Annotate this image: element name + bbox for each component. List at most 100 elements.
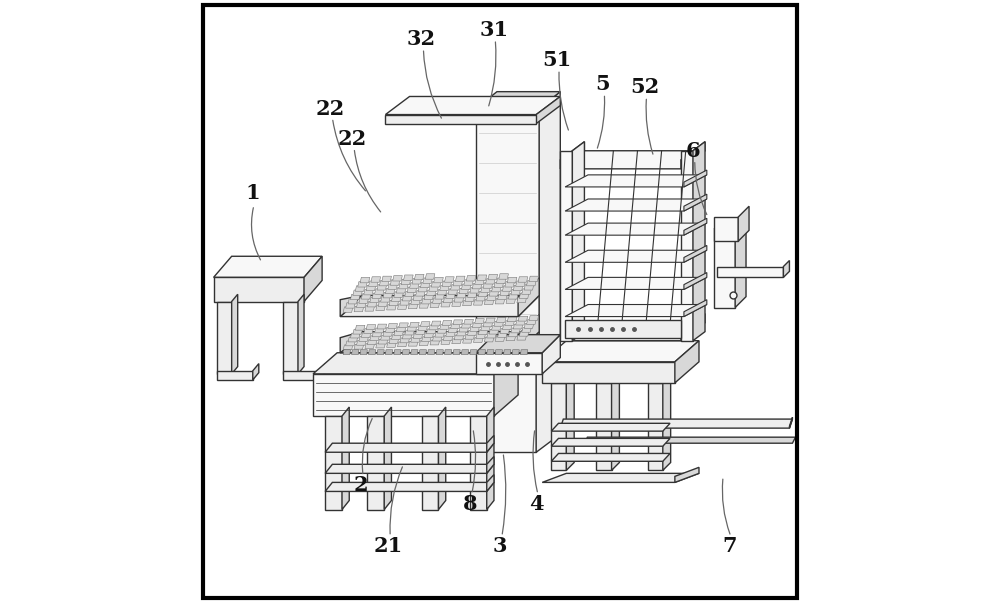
Polygon shape (476, 353, 542, 374)
Polygon shape (560, 151, 572, 341)
Polygon shape (506, 336, 516, 341)
Polygon shape (502, 324, 512, 329)
Polygon shape (393, 276, 402, 281)
Polygon shape (560, 419, 792, 428)
Polygon shape (422, 416, 438, 510)
Polygon shape (551, 453, 670, 461)
Polygon shape (340, 332, 361, 353)
Polygon shape (453, 280, 463, 286)
Polygon shape (487, 407, 494, 510)
Polygon shape (470, 288, 479, 293)
Polygon shape (446, 293, 455, 298)
Polygon shape (451, 324, 460, 329)
Polygon shape (419, 350, 426, 355)
Polygon shape (454, 297, 464, 302)
Polygon shape (494, 353, 518, 416)
Polygon shape (383, 332, 393, 336)
Polygon shape (478, 350, 486, 355)
Polygon shape (365, 344, 375, 349)
Polygon shape (397, 342, 407, 347)
Polygon shape (476, 335, 560, 353)
Polygon shape (519, 293, 529, 298)
Polygon shape (596, 383, 612, 470)
Polygon shape (364, 329, 373, 333)
Polygon shape (325, 443, 494, 452)
Polygon shape (524, 323, 534, 328)
Polygon shape (477, 275, 487, 280)
Polygon shape (436, 350, 443, 355)
Polygon shape (389, 339, 399, 344)
Polygon shape (783, 260, 789, 277)
Polygon shape (476, 335, 560, 353)
Polygon shape (385, 288, 395, 294)
Polygon shape (487, 456, 494, 473)
Polygon shape (367, 340, 377, 345)
Polygon shape (387, 343, 396, 347)
Polygon shape (440, 285, 449, 291)
Polygon shape (442, 320, 452, 325)
Polygon shape (418, 286, 428, 292)
Polygon shape (370, 297, 379, 303)
Polygon shape (463, 338, 472, 343)
Polygon shape (397, 304, 407, 309)
Polygon shape (475, 279, 484, 285)
Polygon shape (505, 282, 514, 287)
Polygon shape (414, 274, 424, 280)
Polygon shape (542, 335, 560, 374)
Polygon shape (518, 277, 539, 317)
Polygon shape (400, 338, 410, 343)
Polygon shape (565, 320, 681, 338)
Polygon shape (399, 323, 408, 328)
Polygon shape (360, 350, 367, 355)
Polygon shape (511, 328, 521, 333)
Text: 52: 52 (630, 77, 659, 98)
Polygon shape (366, 285, 376, 291)
Polygon shape (419, 341, 429, 346)
Polygon shape (346, 341, 355, 346)
Polygon shape (565, 305, 707, 317)
Polygon shape (367, 416, 384, 510)
Polygon shape (435, 294, 445, 299)
Polygon shape (214, 256, 322, 277)
Polygon shape (385, 96, 560, 115)
Polygon shape (400, 300, 410, 305)
Polygon shape (495, 350, 502, 355)
Polygon shape (459, 288, 469, 294)
Polygon shape (684, 194, 707, 211)
Polygon shape (430, 340, 440, 345)
Polygon shape (283, 371, 319, 380)
Polygon shape (684, 170, 707, 187)
Polygon shape (476, 333, 486, 339)
Polygon shape (496, 278, 506, 283)
Polygon shape (375, 328, 384, 333)
Polygon shape (354, 344, 364, 349)
Polygon shape (513, 324, 523, 329)
Polygon shape (441, 339, 451, 344)
Polygon shape (365, 306, 375, 311)
Polygon shape (416, 329, 425, 334)
Polygon shape (529, 316, 539, 320)
Polygon shape (382, 276, 391, 282)
Polygon shape (364, 289, 373, 295)
Polygon shape (383, 292, 393, 298)
Polygon shape (413, 333, 423, 338)
Polygon shape (434, 277, 443, 283)
Polygon shape (361, 333, 371, 337)
Polygon shape (467, 330, 477, 335)
Polygon shape (453, 320, 463, 324)
Text: 21: 21 (374, 535, 403, 556)
Polygon shape (542, 341, 699, 362)
Polygon shape (464, 320, 473, 324)
Polygon shape (539, 92, 560, 353)
Polygon shape (472, 283, 482, 289)
Polygon shape (560, 151, 705, 169)
Polygon shape (283, 302, 298, 374)
Polygon shape (391, 296, 401, 302)
Polygon shape (431, 282, 441, 287)
Polygon shape (360, 277, 370, 283)
Polygon shape (424, 294, 434, 300)
Polygon shape (521, 350, 528, 355)
Polygon shape (529, 276, 539, 282)
Polygon shape (566, 375, 574, 470)
Text: 4: 4 (529, 493, 543, 514)
